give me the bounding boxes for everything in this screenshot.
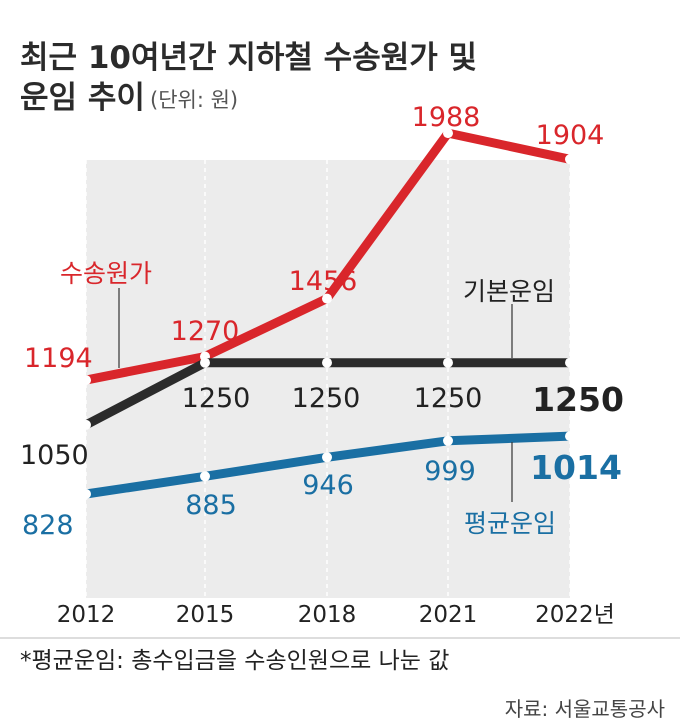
point-cost-2 bbox=[322, 293, 332, 304]
x-tick-1: 2015 bbox=[176, 602, 235, 628]
data-label-cost-1: 1270 bbox=[171, 316, 240, 347]
footnote: *평균운임: 총수입금을 수송인원으로 나눈 값 bbox=[20, 648, 449, 674]
chart-title-line2: 운임 추이 bbox=[20, 80, 145, 116]
series-name-base-fare: 기본운임 bbox=[463, 277, 555, 306]
point-base-fare-4 bbox=[565, 357, 575, 368]
point-base-fare-2 bbox=[322, 357, 332, 368]
data-label-avg-fare-3: 999 bbox=[424, 456, 476, 487]
x-axis-ticks: 2012 2015 2018 2021 2022년 bbox=[57, 602, 615, 628]
point-base-fare-3 bbox=[443, 357, 453, 368]
point-avg-fare-3 bbox=[443, 435, 453, 446]
data-label-base-fare-1: 1250 bbox=[182, 383, 251, 414]
data-label-cost-4: 1904 bbox=[536, 120, 605, 151]
data-label-avg-fare-2: 946 bbox=[302, 470, 354, 501]
data-label-avg-fare-0: 828 bbox=[22, 510, 74, 541]
data-label-base-fare-4: 1250 bbox=[532, 380, 624, 419]
data-label-cost-2: 1456 bbox=[289, 266, 358, 297]
point-avg-fare-1 bbox=[200, 471, 210, 482]
data-label-avg-fare-4: 1014 bbox=[530, 448, 622, 487]
point-avg-fare-0 bbox=[81, 489, 91, 499]
data-label-cost-0: 1194 bbox=[24, 343, 93, 374]
unit-label: (단위: 원) bbox=[150, 88, 238, 112]
point-base-fare-1 bbox=[200, 357, 210, 368]
point-avg-fare-4 bbox=[565, 431, 575, 442]
data-label-avg-fare-1: 885 bbox=[185, 490, 237, 521]
x-tick-3: 2021 bbox=[419, 602, 478, 628]
data-label-base-fare-3: 1250 bbox=[414, 383, 483, 414]
data-label-base-fare-2: 1250 bbox=[292, 383, 361, 414]
chart-title-line1: 최근 10여년간 지하철 수송원가 및 bbox=[20, 40, 477, 76]
data-label-cost-3: 1988 bbox=[412, 102, 481, 133]
source: 자료: 서울교통공사 bbox=[505, 697, 665, 721]
data-label-base-fare-0: 1050 bbox=[20, 440, 89, 471]
x-tick-2: 2018 bbox=[298, 602, 357, 628]
x-tick-4: 2022년 bbox=[535, 602, 615, 628]
point-cost-3 bbox=[443, 128, 453, 139]
series-name-avg-fare: 평균운임 bbox=[464, 509, 556, 538]
point-cost-4 bbox=[565, 154, 575, 165]
point-base-fare-0 bbox=[81, 419, 91, 430]
point-avg-fare-2 bbox=[322, 452, 332, 463]
labels-layer: 1194 1270 1456 1988 1904 1050 1250 1250 1250 1250… bbox=[20, 102, 624, 541]
x-tick-0: 2012 bbox=[57, 602, 116, 628]
series-layer bbox=[81, 128, 575, 499]
point-cost-0 bbox=[81, 375, 91, 386]
series-name-cost: 수송원가 bbox=[60, 259, 152, 288]
